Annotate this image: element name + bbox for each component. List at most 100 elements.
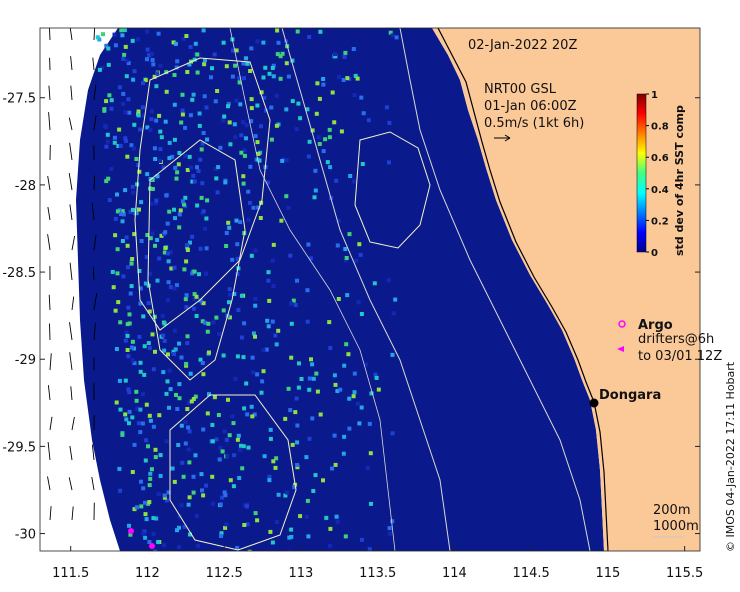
sst-cell [180,112,185,117]
sst-cell [134,505,139,510]
sst-cell [110,270,115,274]
sst-cell [132,122,137,127]
sst-cell [306,154,311,159]
dongara-marker [589,398,599,408]
sst-cell [307,35,312,39]
sst-cell [221,118,226,123]
sst-cell [107,198,112,203]
sst-cell [129,261,134,266]
sst-cell [321,149,326,154]
sst-cell [141,531,146,536]
sst-cell [190,234,195,239]
current-arrow [47,385,51,401]
sst-cell [226,101,231,106]
current-time-label: 01-Jan 06:00Z [484,99,577,114]
sst-cell [217,331,222,336]
sst-cell [232,453,237,458]
sst-cell [153,447,158,452]
sst-cell [268,529,273,534]
current-arrow [47,207,51,221]
sst-cell [242,406,247,411]
current-scale-label: 0.5m/s (1kt 6h) [484,116,584,131]
sst-cell [230,257,235,262]
sst-cell [204,216,209,221]
sst-cell [162,339,167,343]
current-arrow [93,234,97,251]
sst-cell [341,451,346,456]
sst-cell [297,361,301,366]
sst-cell [109,98,114,103]
current-arrow [71,416,75,431]
sst-cell [305,498,310,503]
sst-cell [245,504,249,509]
coastline [437,28,609,551]
sst-cell [258,216,263,220]
sst-cell [345,293,350,298]
sst-cell [195,165,199,170]
sst-cell [154,198,159,203]
sst-cell [126,97,131,102]
sst-cell [167,405,171,410]
sst-cell [138,369,143,374]
sst-cell [214,176,219,181]
colorbar-tick-label: 0.4 [651,185,669,196]
sst-cell [270,258,275,263]
sst-cell [239,150,244,155]
sst-cell [348,174,353,178]
sst-cell [251,331,256,336]
sst-cell [222,429,227,434]
eddy-contour-north [354,131,431,249]
sst-cell [186,502,191,507]
sst-cell [112,32,117,37]
sst-cell [262,454,267,459]
sst-cell [227,287,232,292]
sst-cell [136,163,141,168]
sst-cell [335,519,340,524]
sst-cell [185,70,190,74]
sst-cell [313,188,318,193]
sst-cell [141,314,146,319]
sst-cell [228,142,233,147]
sst-cell [164,498,169,503]
sst-cell [130,415,135,420]
sst-cell [368,451,373,456]
sst-cell [144,255,149,259]
sst-cell [249,106,254,111]
sst-cell [244,136,248,141]
current-arrow [69,142,73,161]
sst-cell [241,444,246,449]
sst-cell [238,220,243,225]
current-arrow [49,28,51,41]
sst-cell [295,465,300,470]
sst-cell [201,372,206,377]
sst-cell [174,393,178,397]
sst-cell [260,379,265,384]
sst-cell [123,378,128,383]
sst-cell [285,490,289,495]
sst-cell [179,503,184,508]
drifter-legend-icon [617,346,624,352]
sst-cell [155,238,160,242]
sst-cell [136,112,140,117]
contour-deep [229,28,396,551]
sst-cell [166,352,170,357]
current-arrow [70,56,73,71]
sst-cell [196,543,201,548]
sst-cell [127,110,132,115]
current-arrow [49,416,53,431]
sst-cell [342,54,347,59]
sst-cell [105,139,110,144]
sst-cell [387,531,392,536]
sst-cell [372,281,377,286]
sst-cell [176,443,181,447]
sst-cell [136,109,141,114]
sst-cell [184,362,189,366]
sst-cell [140,421,145,426]
sst-cell [205,329,210,334]
sst-cell [144,438,149,443]
sst-cell [224,437,229,442]
sst-cell [312,195,317,200]
sst-cell [158,159,163,163]
sst-cell [130,358,135,363]
sst-cell [184,293,189,298]
